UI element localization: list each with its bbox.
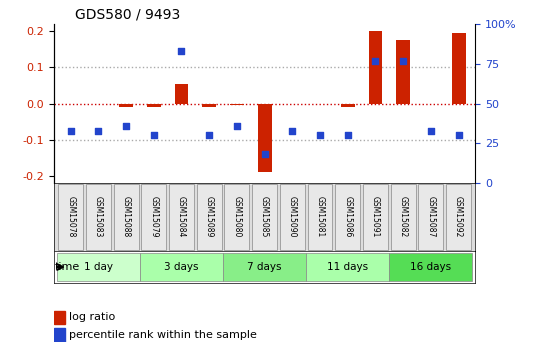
Text: 16 days: 16 days [410,262,451,272]
Text: GSM15089: GSM15089 [205,196,214,238]
Text: GSM15084: GSM15084 [177,196,186,238]
Bar [451,33,465,104]
Point [233,123,241,129]
Text: GSM15087: GSM15087 [427,196,435,238]
Text: GSM15085: GSM15085 [260,196,269,238]
Point [316,132,325,138]
Bar [54,328,65,342]
Point [177,48,186,54]
Point [399,58,408,63]
Bar [119,104,133,107]
Bar [147,104,161,107]
Text: percentile rank within the sample: percentile rank within the sample [69,330,257,339]
FancyBboxPatch shape [308,184,333,250]
Point [343,132,352,138]
Text: 7 days: 7 days [247,262,282,272]
FancyBboxPatch shape [58,184,83,250]
Point [454,132,463,138]
Point [66,128,75,134]
FancyBboxPatch shape [390,184,416,250]
Bar [396,40,410,104]
Bar [54,310,65,324]
Text: time: time [55,262,80,272]
FancyBboxPatch shape [223,253,306,281]
Text: 11 days: 11 days [327,262,368,272]
FancyBboxPatch shape [446,184,471,250]
FancyBboxPatch shape [169,184,194,250]
Point [94,128,103,134]
Text: GSM15081: GSM15081 [315,196,325,238]
Point [371,58,380,63]
FancyBboxPatch shape [225,184,249,250]
Bar [174,84,188,104]
Text: GSM15078: GSM15078 [66,196,75,238]
Point [288,128,296,134]
Text: GSM15086: GSM15086 [343,196,352,238]
Text: GSM15090: GSM15090 [288,196,297,238]
Text: GSM15092: GSM15092 [454,196,463,238]
FancyBboxPatch shape [252,184,277,250]
Text: GSM15079: GSM15079 [149,196,158,238]
Text: GDS580 / 9493: GDS580 / 9493 [75,8,180,22]
FancyBboxPatch shape [363,184,388,250]
FancyBboxPatch shape [57,253,140,281]
Point [427,128,435,134]
Point [122,123,130,129]
Point [260,152,269,157]
Point [205,132,213,138]
Text: 1 day: 1 day [84,262,113,272]
FancyBboxPatch shape [197,184,221,250]
Bar [341,104,355,107]
Bar [368,31,382,104]
FancyBboxPatch shape [306,253,389,281]
Text: log ratio: log ratio [69,313,116,322]
Text: GSM15080: GSM15080 [232,196,241,238]
FancyBboxPatch shape [141,184,166,250]
Text: 3 days: 3 days [164,262,199,272]
Point [150,132,158,138]
FancyBboxPatch shape [389,253,472,281]
Text: GSM15091: GSM15091 [371,196,380,238]
Bar [230,104,244,105]
FancyBboxPatch shape [335,184,360,250]
FancyBboxPatch shape [280,184,305,250]
Text: GSM15082: GSM15082 [399,196,408,238]
FancyBboxPatch shape [113,184,139,250]
Text: GSM15088: GSM15088 [122,196,131,238]
FancyBboxPatch shape [140,253,223,281]
FancyBboxPatch shape [86,184,111,250]
FancyBboxPatch shape [418,184,443,250]
Bar [258,104,272,172]
Bar [202,104,216,107]
Text: GSM15083: GSM15083 [94,196,103,238]
